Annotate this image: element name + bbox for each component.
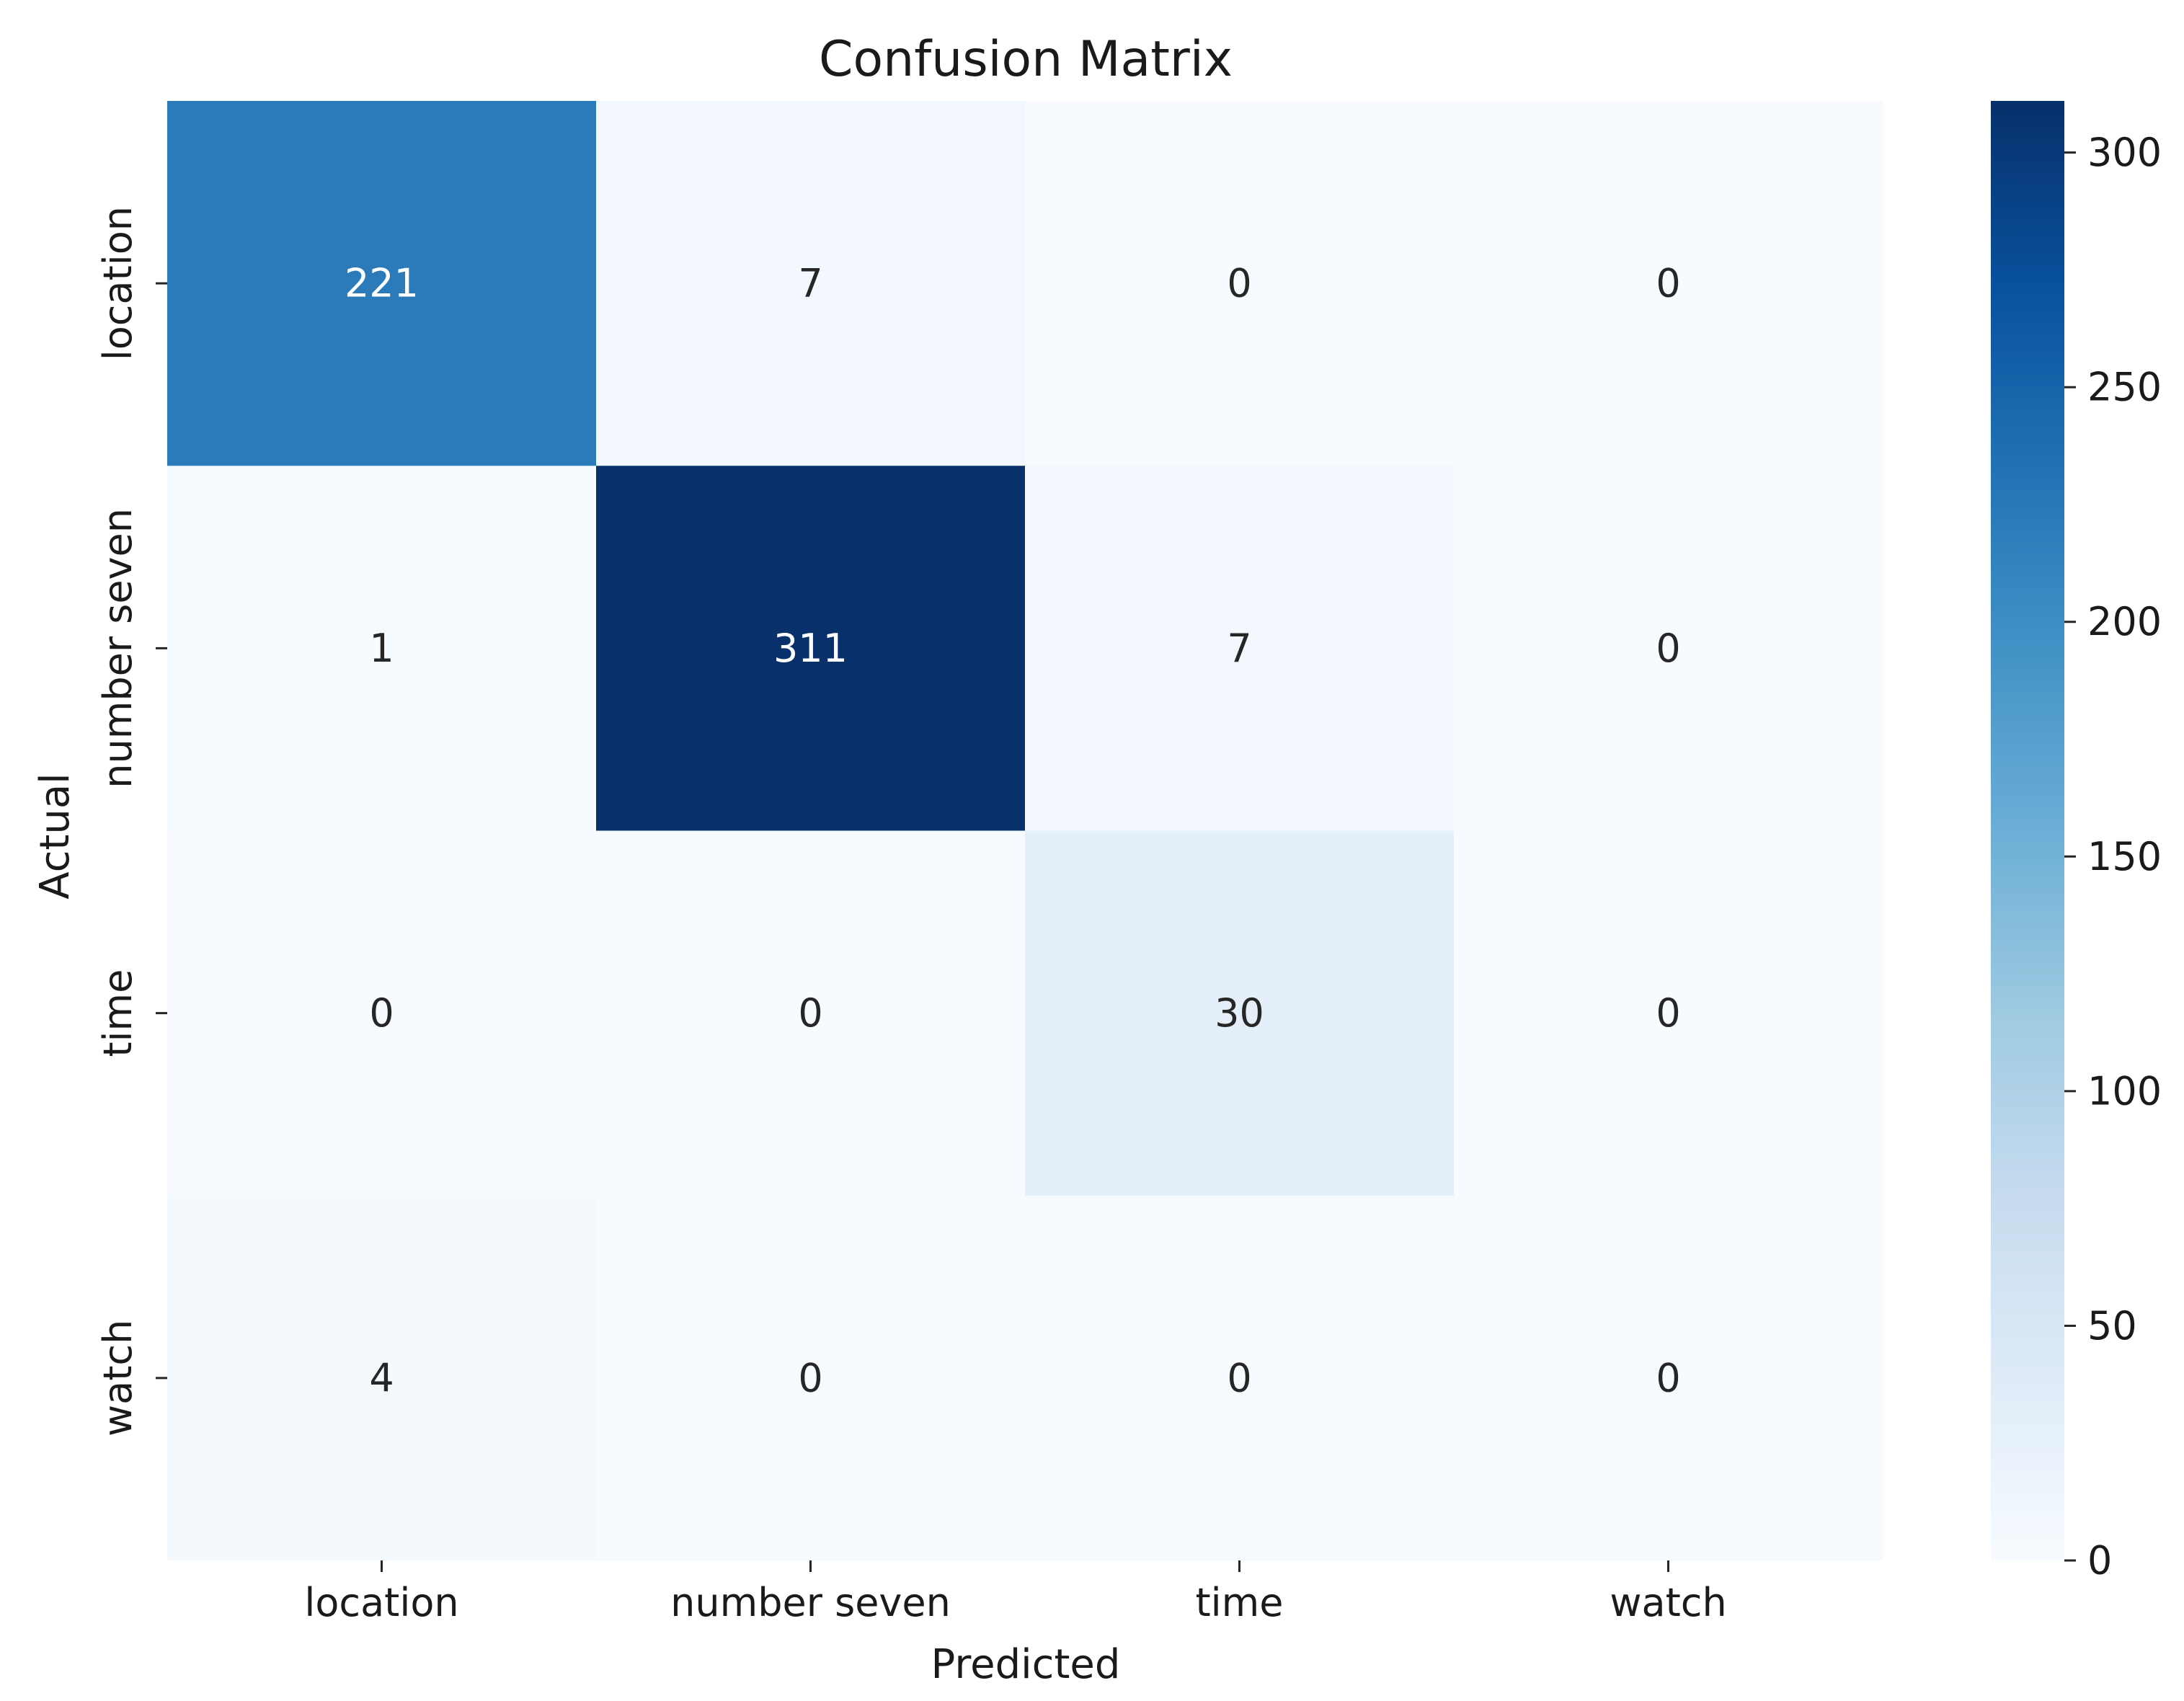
cell-value-label: 7: [798, 261, 822, 306]
y-tick-label: location: [95, 206, 141, 360]
heatmap-cell: [1454, 1195, 1883, 1561]
heatmap-cell: [167, 1195, 597, 1561]
heatmap-cell: [1454, 830, 1883, 1196]
colorbar-tick-label: 150: [2087, 834, 2162, 879]
cell-value-label: 1: [369, 626, 394, 671]
cell-value-label: 0: [1227, 261, 1251, 306]
colorbar-tick-label: 300: [2087, 130, 2162, 175]
y-tick-label: watch: [95, 1320, 141, 1436]
heatmap-cell: [1025, 830, 1455, 1196]
cell-value-label: 0: [1656, 261, 1680, 306]
cell-value-label: 0: [798, 990, 822, 1036]
x-axis: location number seven time watch: [304, 1560, 1727, 1625]
x-axis-title: Predicted: [931, 1641, 1121, 1688]
colorbar-tick-label: 50: [2087, 1303, 2137, 1349]
colorbar-tick-label: 0: [2087, 1538, 2112, 1584]
cell-value-label: 0: [798, 1355, 822, 1400]
cell-value-label: 311: [773, 626, 848, 671]
heatmap-cell: [167, 466, 597, 831]
y-tick-label: time: [95, 969, 141, 1057]
colorbar-tick-label: 200: [2087, 599, 2162, 644]
chart-title: Confusion Matrix: [819, 31, 1233, 88]
heatmap-cell: [596, 466, 1026, 831]
heatmap-cell: [1454, 101, 1883, 466]
cell-value-label: 30: [1215, 990, 1264, 1036]
cell-value-label: 4: [369, 1355, 394, 1400]
cell-value-label: 221: [345, 261, 419, 306]
colorbar: [1991, 101, 2064, 1560]
cell-value-label: 0: [1656, 626, 1680, 671]
heatmap-cell: [596, 830, 1026, 1196]
y-axis-title: Actual: [32, 773, 79, 899]
heatmap-cell: [1454, 466, 1883, 831]
x-tick-label: time: [1195, 1580, 1283, 1625]
cell-value-label: 0: [369, 990, 394, 1036]
y-tick-label: number seven: [95, 508, 141, 789]
heatmap-cells: [167, 101, 1883, 1561]
x-tick-label: location: [304, 1580, 458, 1625]
colorbar-tick-label: 250: [2087, 365, 2162, 410]
cell-value-label: 0: [1227, 1355, 1251, 1400]
heatmap-cell: [596, 101, 1026, 466]
heatmap-cell: [1025, 101, 1455, 466]
cell-value-label: 0: [1656, 1355, 1680, 1400]
heatmap-cell: [1025, 1195, 1455, 1561]
heatmap-cell-labels: 221 7 0 0 1 311 7 0 0 0 30 0 4 0 0 0: [345, 261, 1681, 1401]
heatmap-cell: [167, 830, 597, 1196]
y-axis: location number seven time watch: [95, 206, 167, 1436]
x-tick-label: watch: [1610, 1580, 1726, 1625]
cell-value-label: 7: [1227, 626, 1251, 671]
colorbar-tick-label: 100: [2087, 1068, 2162, 1114]
heatmap-cell: [167, 101, 597, 466]
colorbar-axis: 0 50 100 150 200 250 300: [2064, 130, 2162, 1584]
heatmap-cell: [1025, 466, 1455, 831]
x-tick-label: number seven: [670, 1580, 951, 1625]
heatmap-cell: [596, 1195, 1026, 1561]
cell-value-label: 0: [1656, 990, 1680, 1036]
